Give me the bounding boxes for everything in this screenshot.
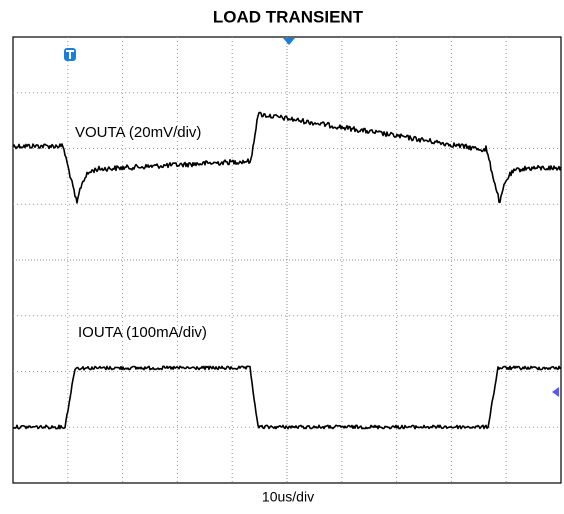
trigger-position bbox=[283, 38, 295, 45]
vout-label: VOUTA (20mV/div) bbox=[75, 124, 201, 141]
iout-label: IOUTA (100mA/div) bbox=[78, 324, 207, 341]
trace bbox=[12, 365, 562, 430]
traces bbox=[12, 111, 562, 430]
trigger-marker bbox=[64, 48, 76, 61]
trigger-level bbox=[552, 387, 559, 397]
title: LOAD TRANSIENT bbox=[213, 7, 364, 26]
trace bbox=[12, 111, 562, 204]
time-scale: 10us/div bbox=[262, 489, 314, 505]
